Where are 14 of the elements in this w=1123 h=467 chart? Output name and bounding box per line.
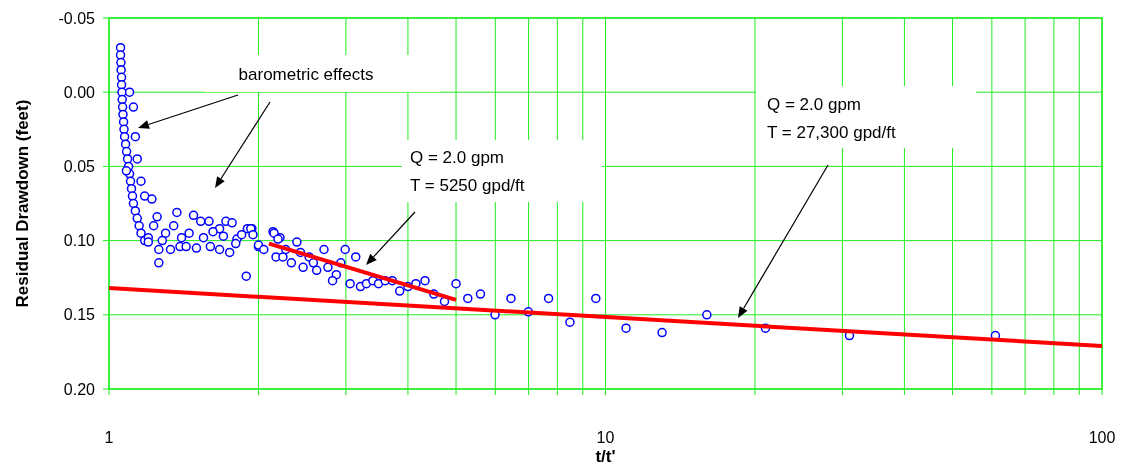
annotation: Q = 2.0 gpm T = 27,300 gpd/ft — [767, 95, 896, 142]
y-tick-label: 0.00 — [63, 83, 96, 101]
y-tick-label: -0.05 — [58, 9, 96, 27]
y-tick-label: 0.10 — [63, 232, 96, 250]
x-axis-title: t/t' — [595, 447, 616, 466]
annotation: Q = 2.0 gpm T = 5250 gpd/ft — [410, 148, 525, 195]
y-tick-label: 0.15 — [63, 306, 96, 324]
x-tick-label: 100 — [1088, 429, 1116, 446]
y-tick-label: 0.20 — [63, 380, 96, 398]
y-tick-label: 0.05 — [63, 158, 96, 175]
y-axis-title: Residual Drawdown (feet) — [13, 99, 32, 308]
x-tick-label: 10 — [596, 429, 615, 446]
x-tick-label: 1 — [104, 429, 114, 446]
annotation: barometric effects — [238, 65, 374, 84]
